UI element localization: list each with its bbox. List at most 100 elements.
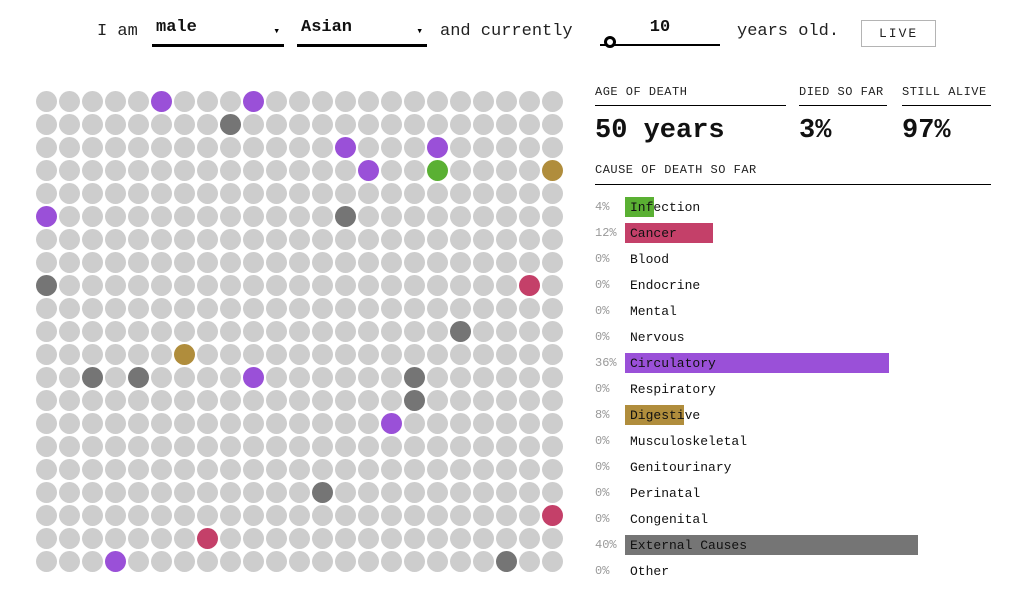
person-dot (151, 298, 172, 319)
cause-label: Congenital (630, 511, 709, 527)
person-dot (473, 505, 494, 526)
person-dot (151, 413, 172, 434)
person-dot (82, 206, 103, 227)
person-dot (358, 321, 379, 342)
person-dot (197, 298, 218, 319)
person-dot (404, 505, 425, 526)
person-dot (243, 321, 264, 342)
person-dot (358, 298, 379, 319)
person-dot (519, 482, 540, 503)
person-dot (450, 413, 471, 434)
person-dot (151, 275, 172, 296)
person-dot (59, 298, 80, 319)
person-dot (36, 91, 57, 112)
person-dot (243, 252, 264, 273)
person-dot (289, 344, 310, 365)
cause-bar (625, 405, 684, 425)
person-dot (335, 252, 356, 273)
person-dot (335, 114, 356, 135)
person-dot (427, 91, 448, 112)
person-dot (59, 91, 80, 112)
cause-list: 4% Infection 12% Cancer 0% Blood 0% Endocrine 0%… (595, 194, 991, 584)
person-dot (128, 252, 149, 273)
person-dot (128, 160, 149, 181)
person-dot (36, 298, 57, 319)
still-alive-value: 97% (902, 116, 951, 146)
stat-age-of-death: AGE OF DEATH 50 years (595, 85, 786, 146)
person-dot (174, 528, 195, 549)
person-dot (151, 344, 172, 365)
age-of-death-label: AGE OF DEATH (595, 85, 786, 106)
person-dot (128, 137, 149, 158)
person-dot (404, 229, 425, 250)
person-dot (335, 505, 356, 526)
person-dot (82, 160, 103, 181)
person-dot (36, 528, 57, 549)
sex-select-value: male (156, 18, 197, 37)
person-dot (381, 229, 402, 250)
person-dot (174, 91, 195, 112)
person-dot (220, 551, 241, 572)
person-dot (220, 505, 241, 526)
race-select[interactable]: Asian ▾ (297, 18, 427, 47)
person-dot (220, 298, 241, 319)
person-dot (404, 137, 425, 158)
person-dot (496, 206, 517, 227)
person-dot (151, 321, 172, 342)
person-dot (473, 321, 494, 342)
person-dot (36, 390, 57, 411)
person-dot (427, 298, 448, 319)
person-dot (105, 137, 126, 158)
person-dot (220, 459, 241, 480)
person-dot (36, 344, 57, 365)
age-slider-track[interactable] (600, 36, 720, 48)
person-dot (473, 528, 494, 549)
person-dot (105, 551, 126, 572)
person-dot (197, 114, 218, 135)
person-dot (105, 252, 126, 273)
person-dot (82, 275, 103, 296)
person-dot (335, 229, 356, 250)
person-dot (542, 160, 563, 181)
cause-pct: 0% (595, 304, 610, 318)
person-dot (496, 390, 517, 411)
stats-panel: AGE OF DEATH 50 years DIED SO FAR 3% STI… (595, 85, 991, 584)
cause-row: 0% Respiratory (595, 376, 991, 402)
person-dot (174, 252, 195, 273)
cause-label: Nervous (630, 329, 685, 345)
cause-barwrap: Nervous (625, 327, 991, 347)
person-dot (427, 137, 448, 158)
person-dot (496, 229, 517, 250)
person-dot (335, 344, 356, 365)
live-button[interactable]: LIVE (861, 20, 937, 47)
person-dot (105, 344, 126, 365)
person-dot (266, 160, 287, 181)
person-dot (105, 206, 126, 227)
cause-barwrap: Endocrine (625, 275, 991, 295)
cause-bar (625, 223, 713, 243)
person-dot (151, 137, 172, 158)
person-dot (82, 114, 103, 135)
person-dot (36, 252, 57, 273)
person-dot (174, 298, 195, 319)
person-dot (519, 160, 540, 181)
age-slider-handle[interactable] (604, 36, 616, 48)
person-dot (450, 390, 471, 411)
person-dot (59, 206, 80, 227)
person-dot (151, 505, 172, 526)
person-dot (404, 91, 425, 112)
person-dot (335, 137, 356, 158)
person-dot (381, 528, 402, 549)
sex-select[interactable]: male ▾ (152, 18, 284, 47)
stats-row: AGE OF DEATH 50 years DIED SO FAR 3% STI… (595, 85, 991, 146)
person-dot (427, 229, 448, 250)
cause-barwrap: Circulatory (625, 353, 991, 373)
cause-pct: 0% (595, 512, 610, 526)
person-dot (220, 91, 241, 112)
person-dot (151, 183, 172, 204)
person-dot (358, 252, 379, 273)
person-dot (197, 528, 218, 549)
cause-pct: 36% (595, 356, 617, 370)
person-dot (105, 505, 126, 526)
person-dot (128, 344, 149, 365)
